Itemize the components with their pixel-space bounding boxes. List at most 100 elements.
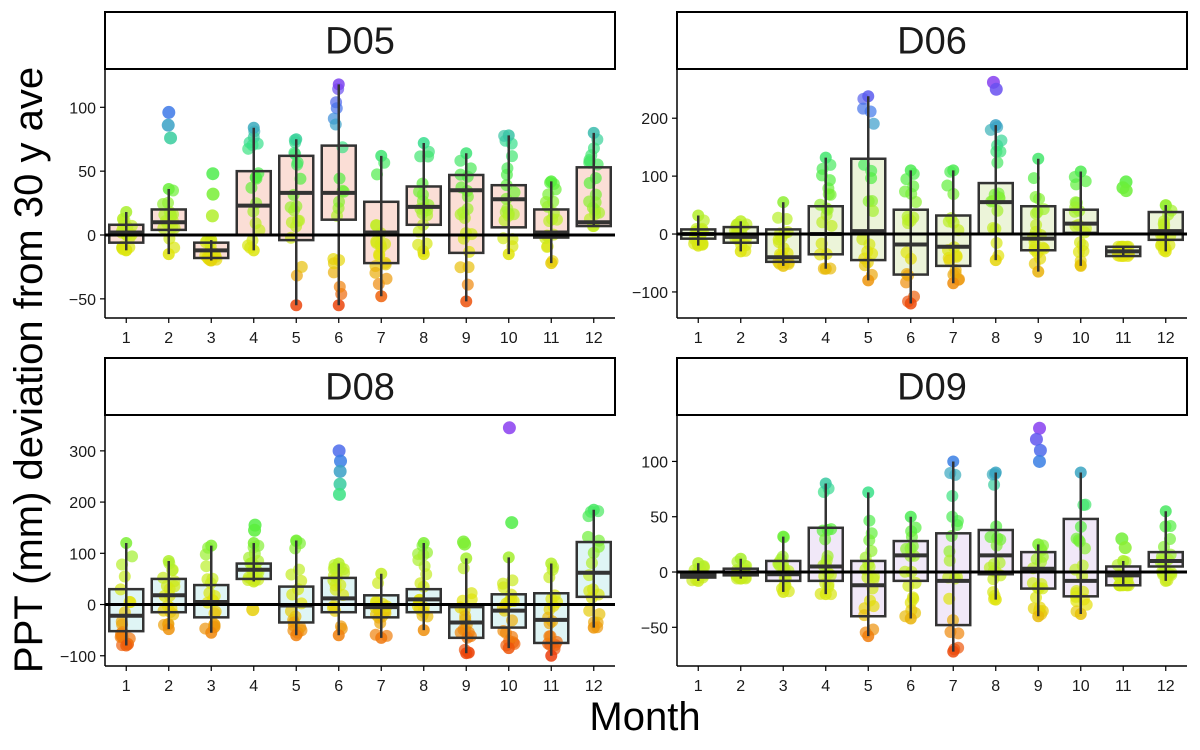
outlier-point — [334, 454, 348, 468]
x-tick-label: 5 — [292, 330, 301, 347]
y-tick-label: −50 — [69, 292, 96, 309]
data-point — [454, 261, 467, 274]
data-point — [165, 209, 178, 222]
data-point — [550, 213, 563, 226]
y-tick-label: 50 — [650, 510, 668, 527]
facet-strip-label: D09 — [897, 367, 967, 409]
y-tick-label: −100 — [632, 285, 668, 302]
box-outline — [1147, 210, 1184, 242]
box-month-8 — [977, 119, 1014, 267]
data-point — [589, 172, 602, 185]
data-point — [454, 208, 467, 221]
box-month-2 — [150, 183, 187, 261]
data-point — [941, 179, 954, 192]
data-point — [867, 600, 880, 613]
data-point — [422, 150, 435, 163]
x-tick-label: 6 — [334, 330, 343, 347]
x-tick-label: 3 — [779, 330, 788, 347]
data-point — [867, 117, 880, 130]
x-tick-label: 5 — [292, 678, 301, 695]
box-month-9 — [448, 147, 485, 308]
box-outline — [278, 154, 315, 242]
data-point — [991, 156, 1004, 169]
box-outline — [575, 540, 612, 599]
box-outline — [320, 144, 357, 221]
box-month-4 — [807, 151, 844, 275]
data-point — [157, 198, 170, 211]
data-point — [1164, 520, 1177, 533]
x-tick-label: 6 — [906, 330, 915, 347]
x-tick-label: 7 — [377, 678, 386, 695]
x-tick-label: 9 — [1034, 330, 1043, 347]
data-point — [945, 529, 958, 542]
x-tick-label: 1 — [122, 678, 131, 695]
data-point — [907, 180, 920, 193]
box-month-5 — [850, 486, 887, 643]
data-point — [991, 204, 1004, 217]
data-point — [583, 195, 596, 208]
box-month-1 — [108, 206, 145, 257]
x-tick-label: 11 — [1115, 330, 1132, 347]
data-point — [461, 278, 474, 291]
x-tick-label: 10 — [500, 678, 518, 695]
outlier-point — [989, 82, 1003, 96]
data-point — [942, 215, 955, 228]
box-month-8 — [405, 137, 442, 261]
outlier-point — [1033, 421, 1047, 435]
box-month-9 — [1020, 152, 1057, 278]
y-tick-label: 0 — [87, 598, 96, 615]
facet-strip — [104, 357, 616, 416]
box-month-4 — [235, 537, 272, 588]
data-point — [465, 593, 478, 606]
x-tick-label: 12 — [1157, 330, 1175, 347]
outlier-point — [332, 487, 346, 501]
x-tick-label: 9 — [1034, 678, 1043, 695]
outlier-point — [206, 187, 220, 201]
box-outline — [935, 214, 972, 268]
data-point — [500, 168, 513, 181]
box-month-6 — [892, 510, 929, 625]
box-month-7 — [935, 455, 972, 658]
data-point — [987, 221, 1000, 234]
outlier-point — [248, 523, 262, 537]
box-outline — [892, 539, 929, 583]
data-point — [593, 206, 606, 219]
outlier-point — [1033, 443, 1047, 457]
box-outline — [108, 587, 145, 633]
data-point — [944, 625, 957, 638]
facet-strip-label: D06 — [897, 21, 967, 63]
y-tick-label: 200 — [641, 111, 668, 128]
x-tick-label: 3 — [779, 678, 788, 695]
data-point — [291, 156, 304, 169]
data-point — [814, 198, 827, 211]
outlier-point — [162, 105, 176, 119]
box-month-7 — [935, 164, 972, 290]
facet-strip — [104, 11, 616, 70]
box-month-5 — [850, 90, 887, 287]
y-tick-label: 100 — [69, 546, 96, 563]
box-outline — [1020, 204, 1057, 252]
x-tick-label: 1 — [694, 678, 703, 695]
x-tick-label: 2 — [736, 330, 745, 347]
box-month-10 — [490, 551, 527, 655]
x-tick-label: 7 — [949, 678, 958, 695]
y-tick-label: 50 — [78, 164, 96, 181]
y-axis-title: PPT (mm) deviation from 30 y ave — [7, 67, 51, 673]
data-point — [1072, 245, 1085, 258]
x-tick-label: 11 — [543, 330, 560, 347]
box-month-4 — [235, 121, 272, 257]
x-tick-label: 8 — [419, 678, 428, 695]
y-tick-label: 100 — [69, 100, 96, 117]
data-point — [412, 238, 425, 251]
box-month-5 — [278, 534, 315, 642]
box-month-3 — [765, 196, 802, 272]
x-tick-label: 7 — [377, 330, 386, 347]
box-month-10 — [1062, 165, 1099, 272]
x-tick-label: 8 — [991, 678, 1000, 695]
y-tick-label: 0 — [87, 228, 96, 245]
data-point — [1036, 550, 1049, 563]
box-month-10 — [490, 129, 527, 261]
box-month-12 — [575, 503, 612, 634]
